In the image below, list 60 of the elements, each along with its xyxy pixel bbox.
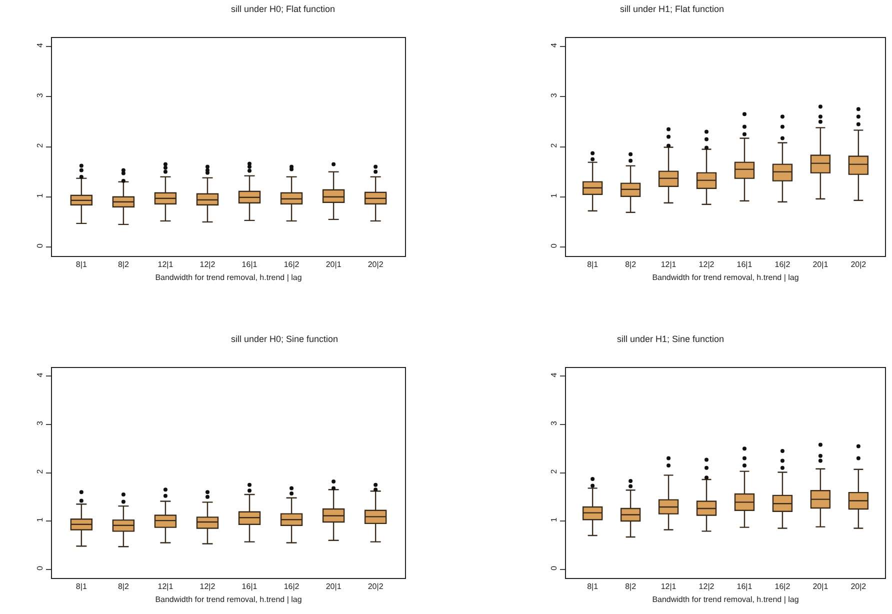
x-tick-label: 20|2	[368, 582, 384, 591]
y-tick-label: 0	[550, 565, 559, 570]
x-tick-label: 8|1	[587, 582, 599, 591]
y-tick-label: 3	[36, 420, 45, 426]
y-tick-label: 3	[36, 92, 45, 98]
y-tick-label: 2	[550, 142, 559, 148]
x-tick-label: 16|1	[736, 260, 753, 269]
x-axis-title: Bandwidth for trend removal, h.trend | lag	[652, 272, 799, 282]
y-tick-label: 1	[550, 192, 559, 198]
y-tick-label: 1	[550, 517, 559, 522]
y-tick-label: 4	[36, 42, 45, 48]
y-tick-label: 2	[36, 142, 45, 148]
x-tick-label: 20|2	[850, 260, 867, 269]
x-tick-label: 16|1	[242, 582, 258, 591]
x-axis-title: Bandwidth for trend removal, h.trend | lag	[155, 272, 302, 282]
x-tick-label: 20|2	[850, 582, 867, 591]
x-tick-label: 8|2	[625, 582, 637, 591]
x-tick-label: 8|1	[76, 260, 88, 269]
y-tick-label: 4	[550, 42, 559, 48]
x-tick-label: 12|2	[698, 260, 715, 269]
chart-title: sill under H0; Flat function	[231, 4, 336, 14]
x-tick-label: 8|2	[625, 260, 637, 269]
x-tick-label: 16|2	[284, 260, 300, 269]
x-tick-label: 16|2	[284, 582, 300, 591]
x-tick-label: 20|1	[812, 260, 829, 269]
chart-title: sill under H1; Flat function	[620, 4, 724, 14]
x-tick-label: 8|2	[118, 582, 130, 591]
x-tick-label: 16|1	[736, 582, 753, 591]
x-tick-label: 16|2	[774, 582, 791, 591]
x-tick-label: 12|1	[660, 260, 677, 269]
y-tick-label: 4	[550, 372, 559, 378]
y-tick-label: 4	[36, 372, 45, 378]
x-tick-label: 20|1	[812, 582, 829, 591]
x-tick-label: 12|2	[698, 582, 715, 591]
y-tick-label: 3	[550, 92, 559, 98]
x-tick-label: 20|2	[368, 260, 384, 269]
x-tick-label: 12|1	[660, 582, 677, 591]
x-tick-label: 8|2	[118, 260, 130, 269]
x-axis-title: Bandwidth for trend removal, h.trend | lag	[155, 594, 302, 604]
x-tick-label: 12|2	[200, 582, 216, 591]
chart-title: sill under H0; Sine function	[231, 334, 338, 344]
x-tick-label: 12|1	[158, 260, 174, 269]
x-tick-label: 12|2	[200, 260, 216, 269]
y-tick-label: 0	[550, 243, 559, 248]
x-tick-label: 12|1	[158, 582, 174, 591]
x-tick-label: 16|2	[774, 260, 791, 269]
y-tick-label: 1	[36, 517, 45, 522]
y-tick-label: 2	[36, 468, 45, 474]
x-tick-label: 16|1	[242, 260, 258, 269]
y-tick-label: 1	[36, 192, 45, 198]
x-tick-label: 8|1	[587, 260, 599, 269]
chart-title: sill under H1; Sine function	[617, 334, 724, 344]
y-tick-label: 0	[36, 243, 45, 248]
x-axis-title: Bandwidth for trend removal, h.trend | lag	[652, 594, 799, 604]
x-tick-label: 20|1	[326, 582, 342, 591]
x-tick-label: 20|1	[326, 260, 342, 269]
y-tick-label: 3	[550, 420, 559, 426]
y-tick-label: 0	[36, 565, 45, 570]
x-tick-label: 8|1	[76, 582, 88, 591]
y-tick-label: 2	[550, 468, 559, 474]
